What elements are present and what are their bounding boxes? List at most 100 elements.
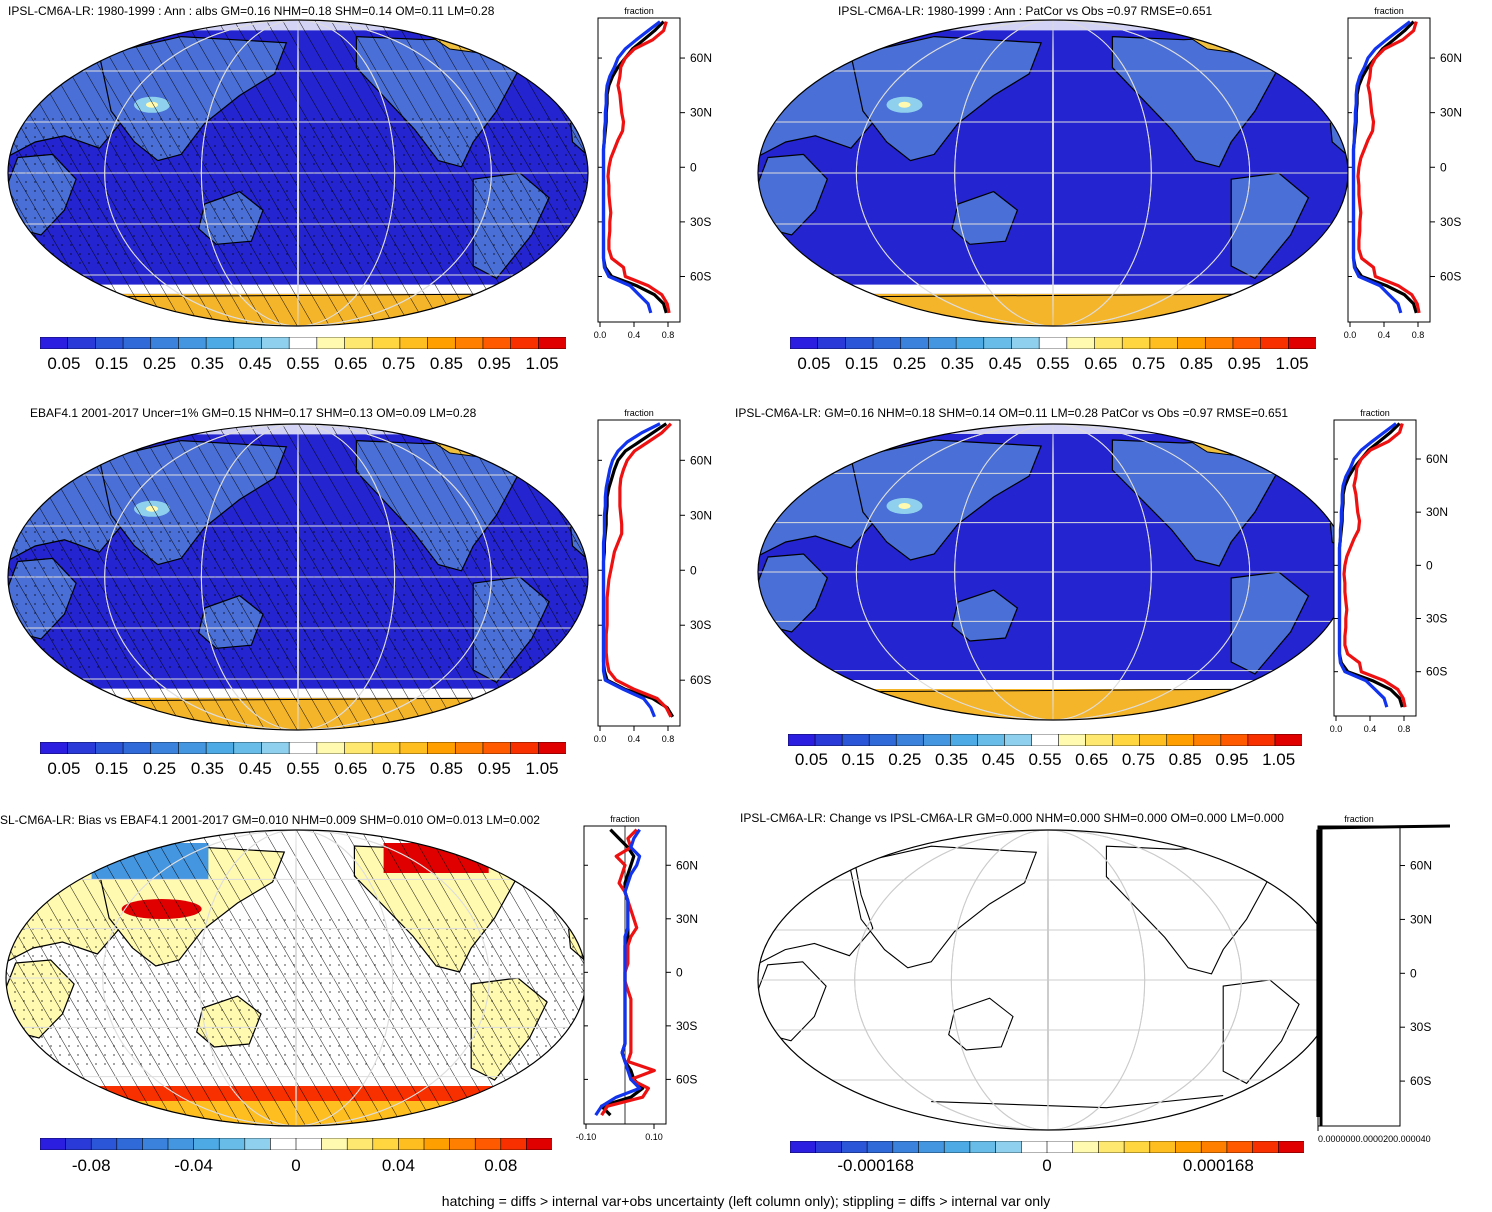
continent-outline [848, 845, 1038, 969]
colorbar-swatch [1193, 734, 1222, 746]
colorbar-swatch [841, 1141, 868, 1153]
profile-series-line [1317, 824, 1451, 830]
lat-tick-label: 30N [690, 106, 712, 120]
colorbar-tick-label: 0.75 [382, 354, 416, 373]
colorbar-tick-label: 0 [291, 1156, 301, 1175]
x-tick-label: 0.4 [628, 330, 641, 340]
lat-tick-label: 30N [1426, 505, 1448, 519]
colorbar-swatch [977, 734, 1006, 746]
colorbar-swatch [1058, 734, 1087, 746]
plateau-highlight [898, 101, 911, 108]
colorbar-tick-label: -0.000168 [837, 1156, 914, 1175]
profile-frame [1333, 419, 1417, 717]
colorbar-swatch [1226, 1141, 1254, 1153]
colorbar-swatch [510, 337, 539, 349]
profile-axis-title: fraction [624, 6, 654, 16]
colorbar-tick-label: 0 [1042, 1156, 1052, 1175]
colorbar-tick-label: 1.05 [525, 354, 559, 373]
colorbar-tick-label: 0.15 [845, 354, 879, 373]
colorbar-swatch [866, 1141, 894, 1153]
colorbar-swatch [1220, 734, 1249, 746]
colorbar-tick-label: 0.75 [1121, 750, 1155, 769]
colorbar-tick-label: 0.35 [190, 759, 224, 778]
map-obs-clim [7, 423, 589, 731]
colorbar-swatch [205, 337, 235, 349]
colorbar-swatch [1066, 337, 1096, 349]
colorbar-tick-label: 0.85 [429, 354, 463, 373]
colorbar-swatch [1288, 337, 1316, 349]
profile-series-line [594, 828, 642, 1116]
colorbar-tick-label: 0.95 [1227, 354, 1261, 373]
profile-axis-title: fraction [1374, 6, 1404, 16]
colorbar-swatch [1021, 1141, 1048, 1153]
map-model-summary [757, 423, 1349, 721]
colorbar-swatch [116, 1138, 144, 1150]
colorbar-tick-label: 0.85 [1179, 354, 1213, 373]
continent-outline [1222, 979, 1300, 1085]
zonal-profile-model-clim: fraction 60N 30N 0 30S 60S 0.0 0.4 0.8 [594, 6, 712, 340]
lat-tick-label: 30S [690, 215, 711, 229]
colorbar-swatch [845, 337, 874, 349]
colorbar-tick-label: 0.25 [888, 750, 922, 769]
colorbar-swatch [193, 1138, 220, 1150]
colorbar-swatch [918, 1141, 945, 1153]
colorbar-swatch [399, 337, 429, 349]
colorbar-model-clim [40, 337, 566, 349]
lat-tick-label: 60N [676, 858, 698, 872]
colorbar-tick-label: 0.65 [334, 354, 368, 373]
zonal-profile-model-patcor: fraction 60N 30N 0 30S 60S 0.0 0.4 0.8 [1344, 6, 1462, 340]
colorbar-swatch [316, 742, 346, 754]
x-tick-label: 0.8 [1398, 724, 1411, 734]
colorbar-change [790, 1141, 1304, 1153]
colorbar-tick-label: 0.05 [797, 354, 831, 373]
colorbar-swatch [67, 742, 96, 754]
colorbar-swatch [398, 1138, 425, 1150]
colorbar-swatch [955, 337, 985, 349]
colorbar-swatch [868, 734, 897, 746]
colorbar-swatch [538, 337, 566, 349]
colorbar-swatch [261, 742, 290, 754]
lat-tick-label: 60S [690, 673, 711, 687]
colorbar-swatch [500, 1138, 527, 1150]
colorbar-tick-label: 0.95 [477, 759, 511, 778]
zonal-profile-bias: fraction 60N 30N 0 30S 60S -0.10 0.10 [576, 814, 698, 1142]
continent [1230, 571, 1310, 675]
zonal-profile-change: fraction 60N 30N 0 30S 60S 0.0000000.0000200.0… [1316, 814, 1451, 1144]
lat-tick-label: 30N [690, 508, 712, 522]
colorbar-swatch [95, 742, 124, 754]
profile-series-line [1351, 20, 1411, 314]
colorbar-swatch [205, 742, 235, 754]
map-bias [5, 829, 587, 1127]
antarctic-coast [931, 1094, 1224, 1109]
colorbar-tick-label: 0.45 [981, 750, 1015, 769]
colorbar-tick-label: 0.35 [940, 354, 974, 373]
profile-frame [597, 17, 681, 323]
longitude-line [200, 424, 396, 730]
colorbar-swatch [817, 337, 846, 349]
colorbar-swatch [1252, 1141, 1279, 1153]
colorbar-swatch [526, 1138, 552, 1150]
colorbar-swatch [1149, 1141, 1177, 1153]
colorbar-swatch [1277, 1141, 1304, 1153]
lat-tick-label: 60S [676, 1072, 697, 1086]
colorbar-swatch [1166, 734, 1195, 746]
colorbar-swatch [427, 742, 456, 754]
colorbar-swatch [1038, 337, 1068, 349]
panel-title: SL-CM6A-LR: Bias vs EBAF4.1 2001-2017 GM… [0, 813, 540, 827]
colorbar-swatch [167, 1138, 195, 1150]
profile-frame [1347, 17, 1431, 323]
continent [951, 589, 1019, 642]
lat-tick-label: 60N [1426, 452, 1448, 466]
colorbar-tick-label: 0.65 [1084, 354, 1118, 373]
colorbar-tick-label: 0.05 [47, 354, 81, 373]
colorbar-tick-label: 0.000168 [1182, 1156, 1254, 1175]
colorbar-tick-label: 0.15 [95, 759, 129, 778]
colorbar-swatch [288, 337, 318, 349]
colorbar-swatch [218, 1138, 246, 1150]
colorbar-tick-label: 0.45 [238, 759, 272, 778]
x-tick-label: 0.8 [662, 734, 675, 744]
colorbar-tick-label: 0.55 [286, 354, 320, 373]
plateau-highlight [898, 503, 911, 509]
colorbar-swatch [427, 337, 456, 349]
colorbar-swatch [1139, 734, 1168, 746]
